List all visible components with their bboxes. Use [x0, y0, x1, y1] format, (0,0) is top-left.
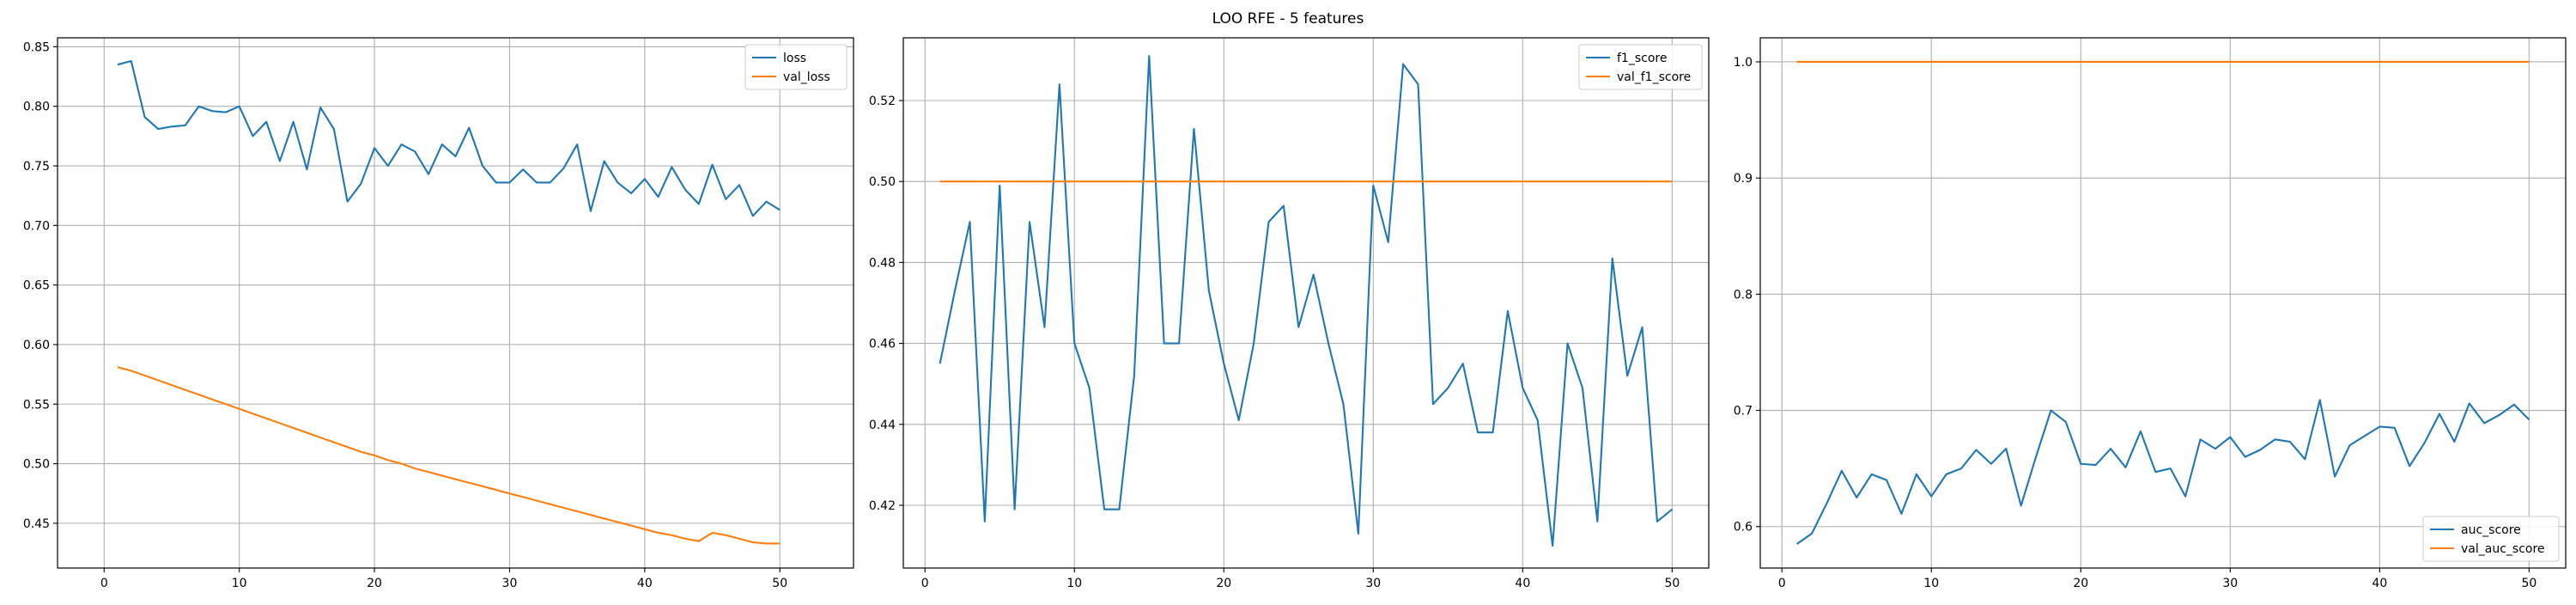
y-tick-label: 0.48 [869, 256, 896, 270]
y-tick-label: 0.46 [869, 338, 896, 351]
legend-label: auc_score [2461, 523, 2521, 537]
y-tick-label: 0.52 [869, 95, 896, 108]
legend-label: val_auc_score [2461, 542, 2545, 556]
subplot-3: 0 10 20 30 40 50 0.6 0.7 0.8 0.9 1.0 auc_score val_a… [1734, 37, 2567, 590]
x-tick-label: 20 [367, 577, 382, 590]
subplot-1: 0 10 20 30 40 50 0.45 0.50 0.55 0.60 0.65 0.70 0.75 0… [23, 37, 854, 590]
y-tick-label: 0.8 [1734, 288, 1753, 302]
figure-title: LOO RFE - 5 features [1212, 10, 1364, 28]
y-tick-label: 0.65 [23, 279, 50, 293]
x-tick-label: 50 [1664, 577, 1680, 590]
legend-label: loss [783, 52, 806, 65]
y-tick-label: 1.0 [1734, 56, 1753, 70]
x-tick-label: 40 [2372, 577, 2387, 590]
x-tick-label: 30 [502, 577, 518, 590]
axes-frame [1759, 37, 2567, 569]
plot-area [1760, 38, 2566, 568]
series-line-val-loss [117, 366, 781, 545]
y-tick-label: 0.9 [1734, 172, 1753, 186]
x-tick-label: 50 [2521, 577, 2537, 590]
x-tick-label: 10 [232, 577, 247, 590]
x-tick-label: 10 [1066, 577, 1082, 590]
series-line-f1-score [939, 55, 1674, 547]
x-tick-label: 40 [1515, 577, 1530, 590]
x-tick-label: 30 [2222, 577, 2238, 590]
x-tick-label: 40 [637, 577, 653, 590]
y-tick-label: 0.50 [23, 458, 50, 472]
x-tick-label: 0 [1778, 577, 1786, 590]
y-tick-label: 0.85 [23, 40, 50, 54]
legend: loss val_loss [744, 44, 848, 90]
legend: auc_score val_auc_score [2422, 516, 2560, 562]
x-tick-label: 30 [1365, 577, 1381, 590]
legend-label: f1_score [1617, 52, 1667, 65]
legend-label: val_f1_score [1617, 70, 1691, 84]
subplot-2: 0 10 20 30 40 50 0.42 0.44 0.46 0.48 0.50 0.52 f1_sc… [869, 37, 1710, 590]
axes-frame [902, 37, 1710, 569]
y-tick-label: 0.44 [869, 419, 896, 432]
y-tick-label: 0.55 [23, 398, 50, 412]
y-tick-label: 0.75 [23, 160, 50, 174]
y-tick-label: 0.70 [23, 219, 50, 233]
legend: f1_score val_f1_score [1578, 44, 1703, 90]
y-tick-label: 0.50 [869, 175, 896, 189]
y-tick-label: 0.42 [869, 499, 896, 513]
legend-box [2422, 516, 2560, 562]
x-tick-label: 20 [2073, 577, 2088, 590]
y-tick-label: 0.60 [23, 339, 50, 352]
axes-frame [57, 37, 854, 569]
x-tick-label: 0 [100, 577, 108, 590]
legend-label: val_loss [783, 70, 830, 84]
series-line-loss [117, 59, 781, 217]
y-tick-label: 0.7 [1734, 405, 1753, 419]
y-tick-label: 0.45 [23, 517, 50, 531]
y-tick-label: 0.6 [1734, 521, 1753, 535]
legend-box [744, 44, 848, 90]
x-tick-label: 10 [1923, 577, 1939, 590]
y-tick-label: 0.80 [23, 101, 50, 114]
x-tick-label: 50 [772, 577, 787, 590]
legend-box [1578, 44, 1703, 90]
x-tick-label: 0 [921, 577, 929, 590]
plot-area [58, 38, 854, 568]
series-line-auc-score [1796, 399, 2530, 545]
x-tick-label: 20 [1216, 577, 1231, 590]
